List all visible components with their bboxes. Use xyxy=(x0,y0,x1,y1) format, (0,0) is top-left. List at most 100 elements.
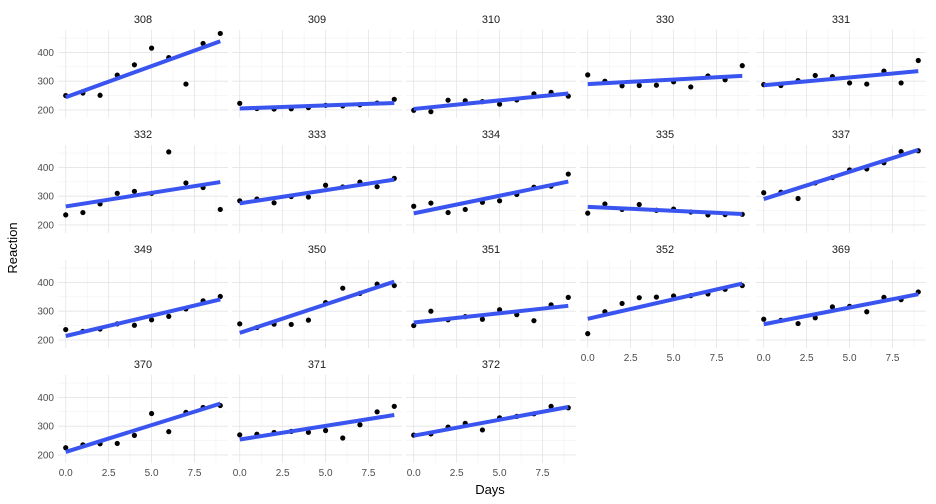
data-point xyxy=(148,45,155,51)
data-point xyxy=(428,200,434,206)
fit-line xyxy=(239,100,395,111)
data-point xyxy=(340,435,346,441)
data-point xyxy=(602,201,608,207)
panel-333: 333 xyxy=(232,129,402,233)
panel-369: 369 0.0 2.5 5.0 7.5 xyxy=(756,244,926,364)
data-point xyxy=(688,84,694,90)
y-axis-title: Reaction xyxy=(5,222,20,273)
data-point xyxy=(305,194,312,200)
y-tick-label: 200 xyxy=(37,335,54,346)
panel-335: 335 xyxy=(580,129,750,233)
fit-line xyxy=(413,303,569,325)
data-point xyxy=(739,63,745,69)
y-tick-label: 200 xyxy=(37,220,54,231)
panel-351: 351 xyxy=(406,244,576,348)
x-tick-label: 5.0 xyxy=(667,353,681,364)
panel-strip-label: 333 xyxy=(308,129,326,141)
data-point xyxy=(114,190,120,196)
data-point xyxy=(217,206,223,213)
y-tick-label: 300 xyxy=(37,77,54,88)
data-point xyxy=(391,282,397,289)
data-point xyxy=(531,318,537,324)
panel-strip-label: 369 xyxy=(832,244,850,256)
y-tick-label: 400 xyxy=(37,393,54,404)
panels-layer: 308 200 300 400 309 310 330 331 332 200 300 400 333 3… xyxy=(37,14,926,479)
data-point xyxy=(636,201,642,208)
data-point xyxy=(357,422,363,428)
data-point xyxy=(131,322,138,328)
y-tick-label: 300 xyxy=(37,192,54,203)
x-tick-label: 5.0 xyxy=(319,468,333,479)
panel-309: 309 xyxy=(232,14,402,118)
panel-334: 334 xyxy=(406,129,576,233)
data-point xyxy=(565,294,571,300)
data-point xyxy=(585,72,591,78)
panel-strip-label: 372 xyxy=(482,359,500,371)
x-tick-label: 2.5 xyxy=(800,353,814,364)
fit-line xyxy=(65,180,221,209)
panel-337: 337 xyxy=(756,129,926,233)
panel-308: 308 200 300 400 xyxy=(37,14,228,118)
data-point xyxy=(846,80,853,86)
data-point xyxy=(305,317,312,323)
panel-strip-label: 331 xyxy=(832,14,850,26)
fit-line xyxy=(763,69,919,88)
panel-strip-label: 332 xyxy=(134,129,152,141)
data-point xyxy=(445,209,451,216)
data-point xyxy=(114,440,120,447)
data-point xyxy=(496,307,503,313)
data-point xyxy=(636,295,642,301)
data-point xyxy=(131,188,138,194)
data-point xyxy=(761,316,767,322)
panel-352: 352 0.0 2.5 5.0 7.5 xyxy=(580,244,750,364)
panel-strip-label: 370 xyxy=(134,359,152,371)
fit-line xyxy=(413,405,569,438)
fit-line xyxy=(587,281,743,321)
x-axis-title: Days xyxy=(475,482,505,497)
x-tick-label: 0.0 xyxy=(59,468,73,479)
panel-372: 372 0.0 2.5 5.0 7.5 xyxy=(406,359,576,479)
panel-330: 330 xyxy=(580,14,750,118)
data-point xyxy=(795,195,801,202)
fit-line xyxy=(239,177,395,206)
data-point xyxy=(462,206,468,213)
panel-strip-label: 337 xyxy=(832,129,850,141)
data-point xyxy=(479,316,486,322)
data-point xyxy=(653,82,660,88)
panel-350: 350 xyxy=(232,244,402,348)
data-point xyxy=(479,427,486,433)
y-tick-label: 300 xyxy=(37,422,54,433)
data-point xyxy=(619,300,625,307)
data-point xyxy=(97,92,103,98)
data-point xyxy=(548,403,554,409)
x-tick-label: 2.5 xyxy=(102,468,116,479)
panel-strip-label: 349 xyxy=(134,244,152,256)
data-point xyxy=(391,96,397,102)
data-point xyxy=(761,190,767,196)
panel-strip-label: 371 xyxy=(308,359,326,371)
x-tick-label: 2.5 xyxy=(624,353,638,364)
data-point xyxy=(411,203,417,209)
data-point xyxy=(63,445,69,451)
data-point xyxy=(374,184,380,190)
panel-strip-label: 350 xyxy=(308,244,326,256)
data-point xyxy=(374,409,380,415)
data-point xyxy=(148,317,155,323)
x-tick-label: 0.0 xyxy=(233,468,247,479)
panel-331: 331 xyxy=(756,14,926,118)
fit-line xyxy=(587,73,743,87)
panel-310: 310 xyxy=(406,14,576,118)
x-tick-label: 7.5 xyxy=(710,353,724,364)
x-tick-label: 7.5 xyxy=(362,468,376,479)
data-point xyxy=(898,80,904,86)
data-point xyxy=(812,72,818,79)
data-point xyxy=(148,410,155,417)
panel-strip-label: 330 xyxy=(656,14,674,26)
x-tick-label: 5.0 xyxy=(843,353,857,364)
panel-strip-label: 335 xyxy=(656,129,674,141)
data-point xyxy=(322,427,329,434)
fit-line xyxy=(239,279,395,335)
data-point xyxy=(496,101,503,107)
x-tick-label: 5.0 xyxy=(493,468,507,479)
